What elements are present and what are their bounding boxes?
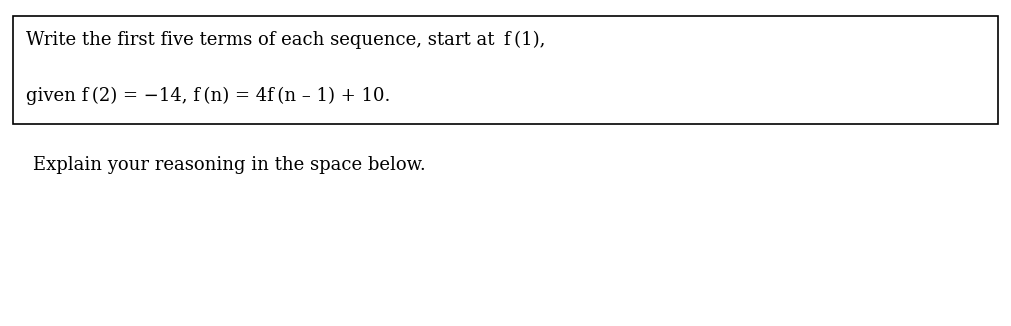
Text: Explain your reasoning in the space below.: Explain your reasoning in the space belo… <box>33 156 426 174</box>
Text: given f (2) = −14, f (n) = 4f (n – 1) + 10.: given f (2) = −14, f (n) = 4f (n – 1) + … <box>26 86 390 105</box>
FancyBboxPatch shape <box>13 16 998 124</box>
Text: Write the first five terms of each sequence, start at  f (1),: Write the first five terms of each seque… <box>26 31 546 49</box>
